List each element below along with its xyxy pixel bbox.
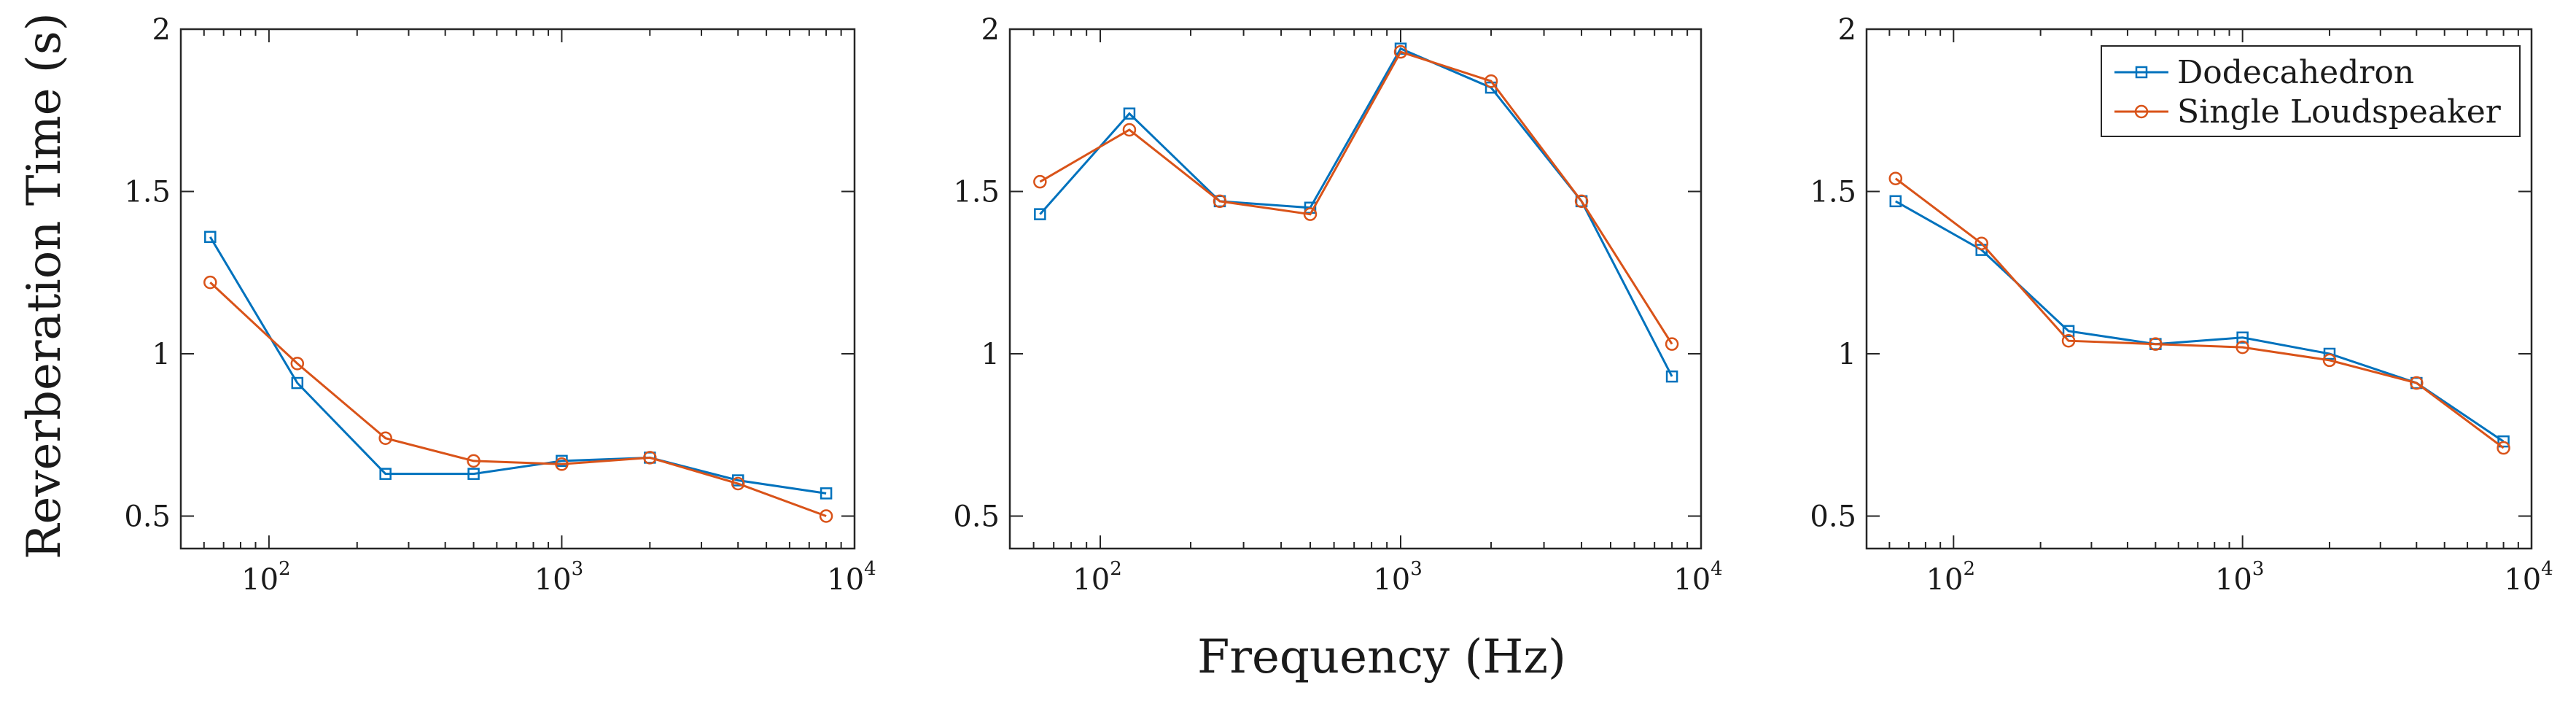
legend-box [2101, 45, 2521, 137]
data-point-single-loudspeaker [1393, 44, 1408, 59]
data-point-single-loudspeaker [643, 451, 657, 465]
data-point-dodecahedron [2497, 435, 2510, 448]
axes-box [179, 28, 856, 550]
y-tick-label: 0.5 [1810, 500, 1856, 534]
data-point-dodecahedron [1123, 107, 1136, 120]
x-tick-exponent: 4 [2541, 558, 2553, 580]
data-point-single-loudspeaker [2149, 337, 2163, 351]
data-point-single-loudspeaker [2061, 333, 2076, 348]
data-point-dodecahedron [1034, 208, 1046, 220]
x-tick-exponent: 2 [279, 558, 291, 580]
y-tick-label: 1.5 [953, 176, 1000, 209]
x-tick-exponent: 4 [1711, 558, 1723, 580]
data-point-single-loudspeaker [1033, 174, 1047, 189]
data-point-dodecahedron [1889, 195, 1902, 208]
data-point-dodecahedron [379, 468, 392, 480]
x-tick-base: 10 [827, 563, 864, 597]
data-point-single-loudspeaker [2497, 441, 2510, 455]
data-point-single-loudspeaker [1888, 171, 1903, 185]
x-tick-label: 102 [1073, 558, 1121, 597]
x-axis-title: Frequency (Hz) [1197, 630, 1566, 684]
data-point-single-loudspeaker [1122, 123, 1137, 137]
y-axis-title: Reverberation Time (s) [17, 12, 71, 559]
x-tick-label: 104 [2504, 558, 2553, 597]
series-line-single-loudspeaker [1039, 50, 1673, 345]
x-tick-base: 10 [2504, 563, 2541, 597]
data-point-dodecahedron [1665, 370, 1678, 383]
data-point-single-loudspeaker [731, 476, 745, 491]
data-point-single-loudspeaker [378, 431, 392, 445]
x-tick-label: 103 [1373, 558, 1422, 597]
y-tick-label: 1 [1838, 338, 1856, 371]
x-tick-base: 10 [1373, 563, 1410, 597]
x-tick-exponent: 3 [572, 558, 584, 580]
x-tick-exponent: 3 [2252, 558, 2265, 580]
data-point-single-loudspeaker [1974, 236, 1988, 250]
data-point-single-loudspeaker [467, 454, 480, 468]
data-point-single-loudspeaker [2410, 376, 2424, 390]
y-tick-label: 0.5 [953, 500, 1000, 534]
y-tick-label: 0.5 [124, 500, 171, 534]
y-tick-label: 2 [1838, 13, 1856, 47]
y-tick-label: 1 [981, 338, 1000, 371]
x-tick-label: 104 [827, 558, 876, 597]
x-tick-base: 10 [1926, 563, 1964, 597]
legend-marker-circle [2134, 104, 2149, 119]
series-line-single-loudspeaker [209, 282, 827, 517]
y-tick-label: 2 [981, 13, 1000, 47]
data-point-single-loudspeaker [1484, 74, 1498, 88]
axes-box [1008, 28, 1703, 550]
data-point-single-loudspeaker [1303, 207, 1318, 221]
data-point-dodecahedron [291, 376, 304, 390]
series-line-single-loudspeaker [1894, 177, 2505, 449]
x-tick-base: 10 [2215, 563, 2252, 597]
data-point-dodecahedron [2062, 325, 2075, 338]
x-tick-base: 10 [241, 563, 279, 597]
x-tick-base: 10 [1073, 563, 1110, 597]
x-tick-label: 103 [534, 558, 583, 597]
data-point-dodecahedron [2323, 347, 2336, 360]
x-tick-base: 10 [534, 563, 572, 597]
x-tick-base: 10 [1673, 563, 1711, 597]
legend-label: Single Loudspeaker [2177, 93, 2502, 131]
data-point-single-loudspeaker [290, 357, 305, 371]
data-point-dodecahedron [2236, 331, 2249, 344]
data-point-single-loudspeaker [2322, 353, 2337, 368]
y-tick-label: 1.5 [124, 176, 171, 209]
y-tick-label: 1 [152, 338, 171, 371]
x-tick-label: 104 [1673, 558, 1722, 597]
data-point-single-loudspeaker [2235, 340, 2249, 355]
legend-marker-square [2135, 66, 2148, 79]
data-point-single-loudspeaker [819, 509, 833, 523]
x-tick-label: 102 [1926, 558, 1975, 597]
y-tick-label: 1.5 [1810, 176, 1856, 209]
data-point-dodecahedron [204, 231, 217, 244]
data-point-single-loudspeaker [1213, 194, 1227, 209]
series-line-dodecahedron [209, 236, 827, 495]
x-tick-exponent: 3 [1410, 558, 1423, 580]
data-point-dodecahedron [467, 468, 480, 480]
x-tick-label: 102 [241, 558, 290, 597]
y-tick-label: 2 [152, 13, 171, 47]
legend-label: Dodecahedron [2177, 54, 2414, 91]
x-tick-exponent: 2 [1963, 558, 1975, 580]
data-point-dodecahedron [820, 487, 833, 500]
x-tick-label: 103 [2215, 558, 2264, 597]
data-point-single-loudspeaker [203, 275, 217, 290]
x-tick-exponent: 2 [1110, 558, 1122, 580]
data-point-single-loudspeaker [1665, 337, 1679, 351]
data-point-single-loudspeaker [1574, 194, 1589, 209]
data-point-single-loudspeaker [555, 457, 569, 471]
x-tick-exponent: 4 [864, 558, 876, 580]
